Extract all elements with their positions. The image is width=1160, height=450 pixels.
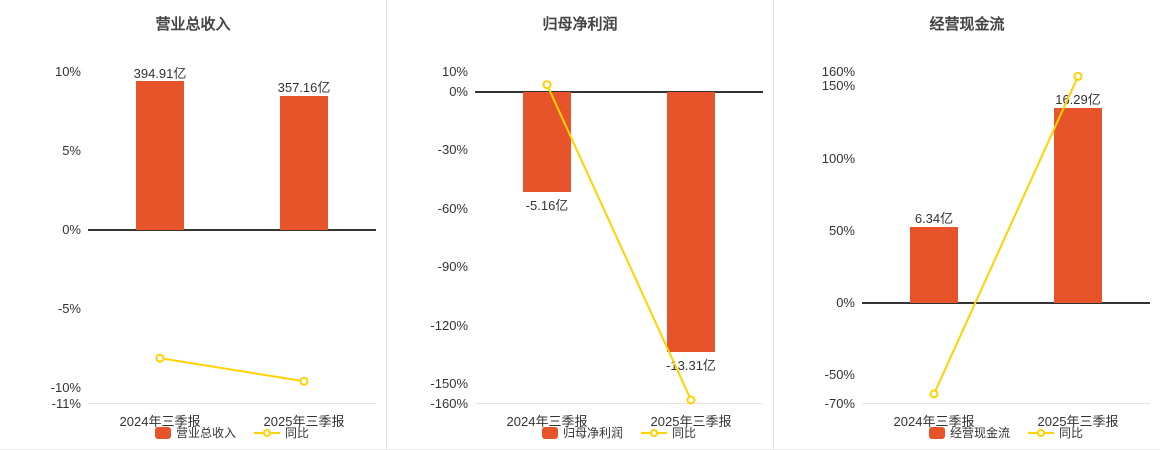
legend-label: 归母净利润 xyxy=(562,426,623,440)
y-axis-tick-label: -30% xyxy=(437,142,468,158)
yoy-point-marker xyxy=(155,353,165,363)
x-axis-category-label: 2025年三季报 xyxy=(263,414,345,429)
yoy-point-marker xyxy=(686,395,696,405)
bar-value-label: 6.34亿 xyxy=(914,211,954,227)
zero-axis-line xyxy=(862,301,1150,304)
line-series-swatch-icon xyxy=(1028,428,1054,437)
legend-label: 同比 xyxy=(672,426,697,440)
chart-plot-area: 10% 5% 0% -5% -10% -11% 394.91亿 357.16亿 2024年三季报… xyxy=(51,64,376,429)
chart-plot-area: 160% 150% 100% 50% 0% -50% -70% 6.34亿 16.29亿 2024… xyxy=(822,64,1150,429)
y-axis-tick-label: -70% xyxy=(824,396,855,411)
y-axis-tick-label: -120% xyxy=(430,317,468,333)
y-axis-tick-label: 10% xyxy=(54,64,81,79)
y-axis-tick-label: 0% xyxy=(449,83,468,99)
line-marker-icon xyxy=(650,428,658,437)
yoy-point-marker xyxy=(1073,71,1083,81)
yoy-line-layer xyxy=(929,71,1083,399)
line-series-swatch-icon xyxy=(254,428,280,437)
y-axis-tick-label: 0% xyxy=(62,222,81,238)
y-axis-tick-label: -10% xyxy=(50,380,81,396)
y-axis-tick-label: -60% xyxy=(437,200,468,216)
bar-series-swatch-icon xyxy=(928,426,945,439)
chart-plot-area: 10% 0% -30% -60% -90% -120% -150% -160% -5.16亿 -1… xyxy=(430,64,763,429)
line-marker-icon xyxy=(1037,428,1045,437)
bar-period-1 xyxy=(136,81,184,231)
chart-title: 营业总收入 xyxy=(155,16,231,33)
bar-value-label: 357.16亿 xyxy=(277,79,331,95)
x-axis-category-label: 2024年三季报 xyxy=(893,414,975,429)
chart-title: 经营现金流 xyxy=(929,16,1005,33)
legend-label: 同比 xyxy=(285,426,310,440)
bar-period-2 xyxy=(667,91,715,353)
yoy-line xyxy=(159,357,305,383)
legend-item-line-series[interactable]: 同比 xyxy=(1028,424,1083,441)
legend-item-bar-series[interactable]: 归母净利润 xyxy=(541,424,623,441)
y-axis-tick-label: 160% xyxy=(821,64,855,79)
yoy-point-marker xyxy=(299,376,309,386)
y-axis-tick-label: -150% xyxy=(430,376,468,392)
bar-value-label: 16.29亿 xyxy=(1055,92,1101,108)
y-axis-tick-label: 0% xyxy=(836,294,855,310)
bar-period-1 xyxy=(523,91,571,193)
legend-item-line-series[interactable]: 同比 xyxy=(641,424,696,441)
y-axis-tick-label: 5% xyxy=(62,143,81,159)
net-profit-chart-panel: 归母净利润 10% 0% -30% -60% -90% -120% -150% -160% -5… xyxy=(386,0,773,449)
x-axis-category-label: 2024年三季报 xyxy=(119,414,201,429)
bar-period-2 xyxy=(280,95,328,231)
y-axis-tick-label: 100% xyxy=(821,150,855,166)
operating-cashflow-chart-panel: 经营现金流 160% 150% 100% 50% 0% -50% -70% 6.34亿 16.2… xyxy=(773,0,1160,449)
yoy-point-marker xyxy=(929,389,939,399)
bar-period-2 xyxy=(1054,108,1102,303)
yoy-line-layer xyxy=(155,353,309,386)
bar-value-label: 394.91亿 xyxy=(133,65,187,81)
chart-legend: 经营现金流 同比 xyxy=(862,424,1150,441)
chart-legend: 营业总收入 同比 xyxy=(88,424,376,441)
zero-axis-line xyxy=(88,229,376,232)
y-axis-tick-label: 50% xyxy=(828,222,855,238)
y-axis-tick-label: 150% xyxy=(821,78,855,94)
y-axis-tick-label: 10% xyxy=(441,64,468,79)
yoy-point-marker xyxy=(542,80,552,90)
line-series-swatch-icon xyxy=(641,428,667,437)
y-axis-tick-label: -11% xyxy=(51,396,81,411)
y-axis-tick-label: -50% xyxy=(824,367,855,383)
legend-item-bar-series[interactable]: 经营现金流 xyxy=(928,424,1010,441)
y-axis-tick-label: -160% xyxy=(430,396,468,411)
yoy-line-layer xyxy=(542,80,696,405)
legend-item-line-series[interactable]: 同比 xyxy=(254,424,309,441)
bar-series-swatch-icon xyxy=(541,426,558,439)
chart-title: 归母净利润 xyxy=(542,16,618,33)
x-axis-category-label: 2025年三季报 xyxy=(650,414,732,429)
legend-label: 营业总收入 xyxy=(175,426,236,440)
x-axis-category-label: 2024年三季报 xyxy=(506,414,588,429)
legend-label: 经营现金流 xyxy=(949,426,1010,440)
bar-series-swatch-icon xyxy=(154,426,171,439)
revenue-chart-panel: 营业总收入 10% 5% 0% -5% -10% -11% 394.91亿 357.16亿 20… xyxy=(0,0,386,449)
x-axis-category-label: 2025年三季报 xyxy=(1037,414,1119,429)
zero-axis-line xyxy=(475,90,763,93)
bar-value-label: -13.31亿 xyxy=(666,358,716,374)
line-marker-icon xyxy=(263,428,271,437)
legend-label: 同比 xyxy=(1059,426,1084,440)
bar-value-label: -5.16亿 xyxy=(525,198,569,214)
y-axis-tick-label: -5% xyxy=(57,301,81,317)
legend-item-bar-series[interactable]: 营业总收入 xyxy=(154,424,236,441)
y-axis-tick-label: -90% xyxy=(437,259,468,275)
chart-legend: 归母净利润 同比 xyxy=(475,424,763,441)
bar-period-1 xyxy=(910,227,958,303)
